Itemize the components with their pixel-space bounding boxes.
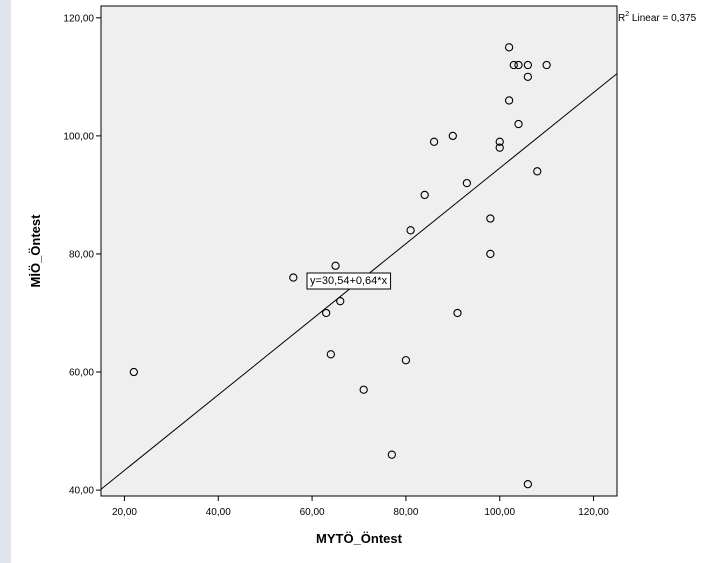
data-point xyxy=(387,450,396,459)
data-point xyxy=(420,190,429,200)
data-point xyxy=(495,143,504,152)
data-point xyxy=(495,137,504,146)
data-point xyxy=(523,480,533,489)
data-point xyxy=(359,385,368,394)
data-point xyxy=(486,249,495,259)
data-point xyxy=(336,297,345,306)
fit-equation-text: y=30,54+0,64*x xyxy=(310,275,388,287)
data-point xyxy=(453,308,462,318)
data-point xyxy=(514,60,523,70)
x-tick-label: 80,00 xyxy=(393,507,418,518)
plot-area xyxy=(100,5,618,497)
fit-equation-label: y=30,54+0,64*x xyxy=(306,272,392,290)
data-point xyxy=(533,167,542,176)
y-axis: 40,00 60,00 80,00 100,00 120,00 xyxy=(63,13,101,497)
data-points xyxy=(129,43,551,489)
data-point xyxy=(523,60,533,70)
data-point xyxy=(429,137,439,146)
x-tick-label: 40,00 xyxy=(206,507,231,518)
y-tick-label: 120,00 xyxy=(63,13,94,24)
data-point xyxy=(514,119,523,129)
data-point xyxy=(331,261,340,270)
y-tick-label: 80,00 xyxy=(69,249,94,260)
data-point xyxy=(289,273,298,282)
y-tick-label: 100,00 xyxy=(63,131,94,142)
data-point xyxy=(322,308,331,318)
data-point xyxy=(504,96,514,105)
r-squared-label: R2 Linear = 0,375 xyxy=(618,11,697,24)
y-tick-label: 40,00 xyxy=(69,486,94,497)
data-point xyxy=(486,214,495,223)
data-point xyxy=(462,178,472,188)
data-point xyxy=(326,350,336,359)
x-tick-label: 100,00 xyxy=(484,507,515,518)
data-point xyxy=(129,367,138,377)
x-tick-label: 60,00 xyxy=(300,507,325,518)
x-tick-label: 20,00 xyxy=(112,507,137,518)
y-axis-title: MİÖ_Öntest xyxy=(28,214,43,288)
x-tick-label: 120,00 xyxy=(578,507,609,518)
data-point xyxy=(523,72,533,81)
x-axis-title: MYTÖ_Öntest xyxy=(316,531,403,546)
data-point xyxy=(401,356,411,365)
data-point xyxy=(448,131,457,141)
y-tick-label: 60,00 xyxy=(69,368,94,379)
data-point xyxy=(509,60,518,70)
data-point xyxy=(406,226,415,235)
data-point xyxy=(542,60,551,70)
x-axis: 20,00 40,00 60,00 80,00 100,00 120,00 xyxy=(112,496,609,518)
data-point xyxy=(504,43,514,52)
side-panel-strip xyxy=(0,0,11,563)
